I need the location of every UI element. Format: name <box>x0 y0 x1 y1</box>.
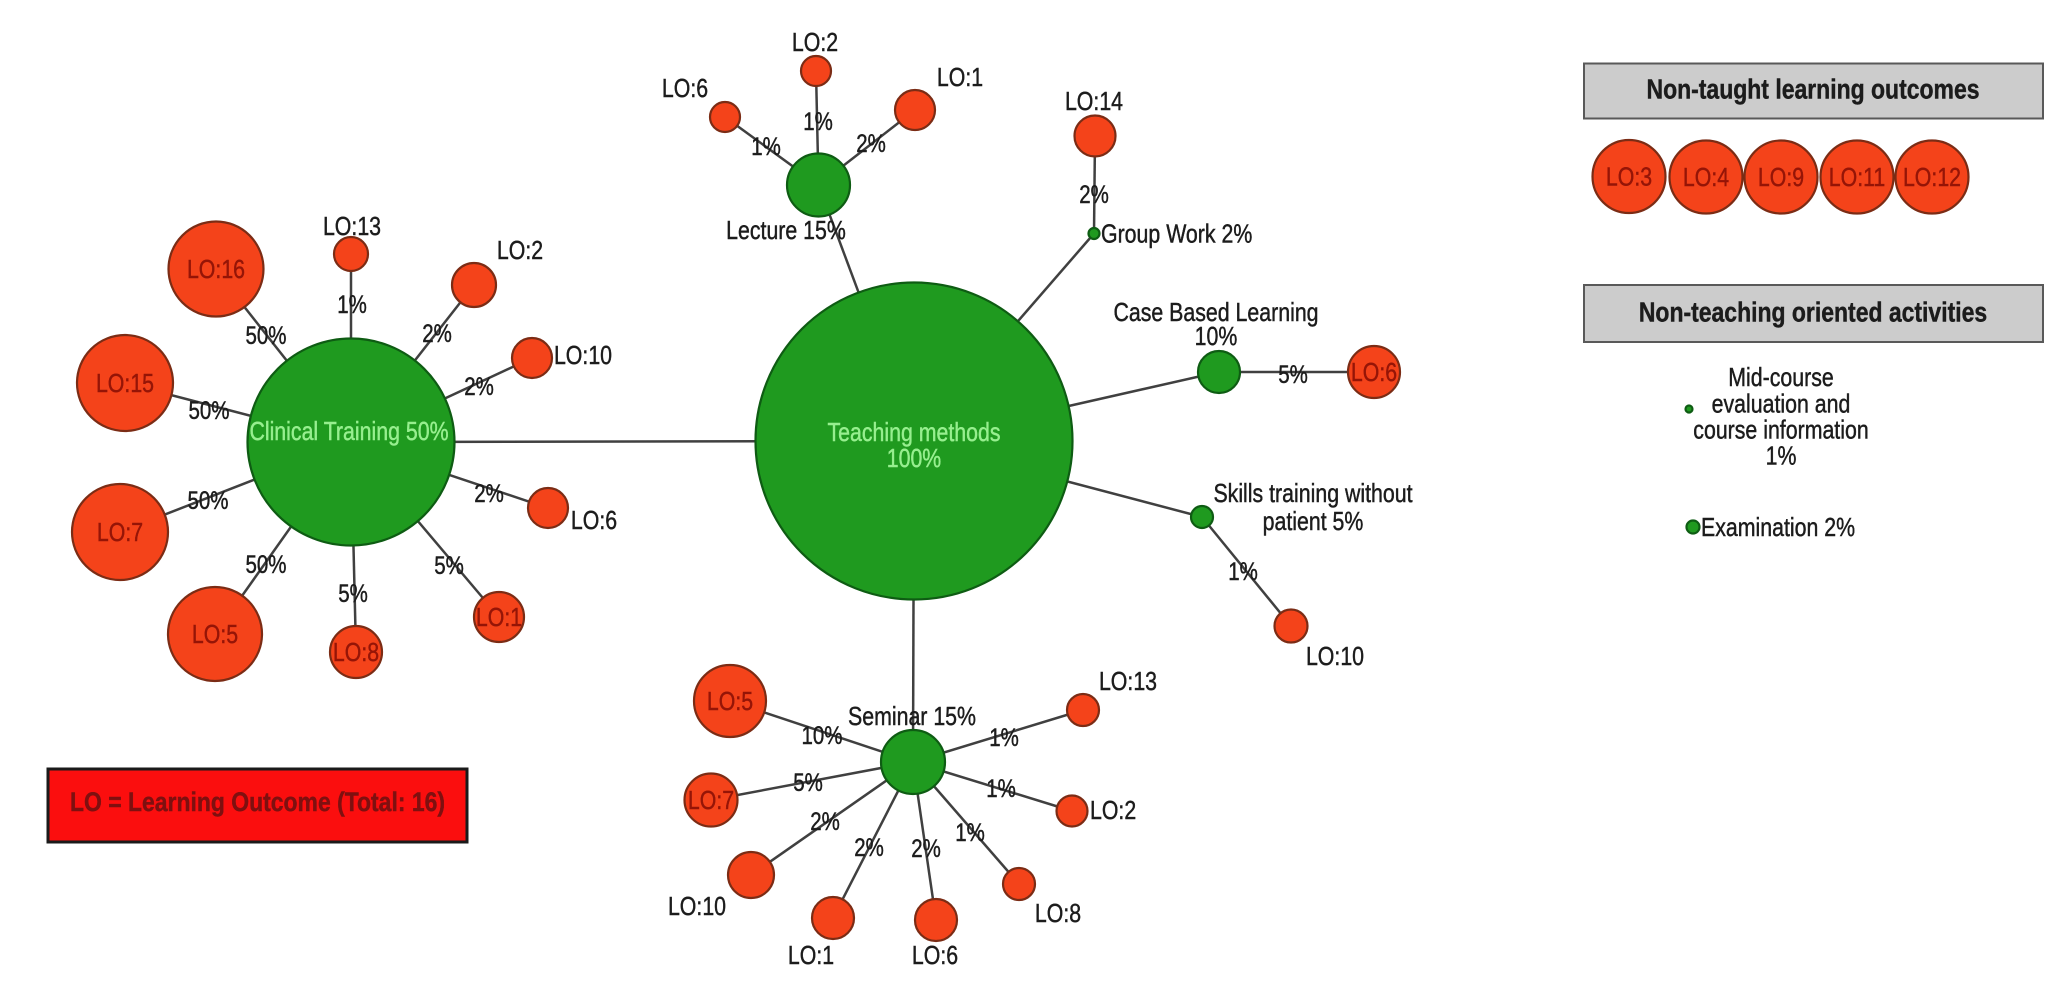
svg-text:LO:5: LO:5 <box>707 686 753 716</box>
svg-text:1%: 1% <box>751 133 781 161</box>
svg-text:2%: 2% <box>464 373 494 401</box>
svg-text:2%: 2% <box>1079 181 1109 209</box>
svg-text:2%: 2% <box>810 808 840 836</box>
svg-text:evaluation and: evaluation and <box>1712 389 1851 419</box>
svg-text:LO:8: LO:8 <box>333 637 379 667</box>
svg-text:5%: 5% <box>338 580 368 608</box>
svg-text:Non-teaching oriented activiti: Non-teaching oriented activities <box>1639 296 1987 327</box>
svg-text:1%: 1% <box>337 291 367 319</box>
svg-text:Teaching methods: Teaching methods <box>828 417 1001 447</box>
svg-text:Lecture 15%: Lecture 15% <box>726 215 846 245</box>
svg-text:LO:1: LO:1 <box>476 602 522 632</box>
svg-text:LO:4: LO:4 <box>1683 162 1729 192</box>
svg-text:LO:10: LO:10 <box>668 891 726 921</box>
svg-text:LO:10: LO:10 <box>1306 641 1364 671</box>
svg-text:1%: 1% <box>1766 441 1797 471</box>
svg-text:50%: 50% <box>189 397 230 425</box>
svg-text:10%: 10% <box>1195 321 1238 351</box>
svg-text:LO:3: LO:3 <box>1606 162 1652 192</box>
svg-text:LO:6: LO:6 <box>1351 357 1397 387</box>
svg-text:50%: 50% <box>246 322 287 350</box>
svg-text:LO:10: LO:10 <box>554 340 612 370</box>
svg-text:5%: 5% <box>434 552 464 580</box>
svg-text:LO:11: LO:11 <box>1829 162 1886 192</box>
svg-text:Case Based Learning: Case Based Learning <box>1113 297 1318 327</box>
svg-text:LO:13: LO:13 <box>1099 666 1157 696</box>
svg-text:LO:6: LO:6 <box>662 73 708 103</box>
svg-text:1%: 1% <box>955 819 985 847</box>
svg-text:1%: 1% <box>989 724 1019 752</box>
svg-text:2%: 2% <box>854 834 884 862</box>
svg-text:LO:7: LO:7 <box>688 785 734 815</box>
svg-text:2%: 2% <box>856 130 886 158</box>
svg-text:LO:2: LO:2 <box>792 27 838 57</box>
svg-text:Clinical Training 50%: Clinical Training 50% <box>249 416 448 446</box>
svg-text:LO:1: LO:1 <box>788 940 834 970</box>
svg-text:50%: 50% <box>188 487 229 515</box>
svg-text:1%: 1% <box>803 108 833 136</box>
svg-text:LO:13: LO:13 <box>323 211 381 241</box>
svg-text:LO:1: LO:1 <box>937 62 983 92</box>
svg-text:LO:2: LO:2 <box>497 235 543 265</box>
svg-text:1%: 1% <box>986 775 1016 803</box>
svg-text:LO:2: LO:2 <box>1090 795 1136 825</box>
svg-text:50%: 50% <box>246 551 287 579</box>
svg-text:LO:9: LO:9 <box>1758 162 1804 192</box>
svg-text:LO:14: LO:14 <box>1065 86 1123 116</box>
svg-text:Mid-course: Mid-course <box>1728 362 1834 392</box>
svg-text:LO:5: LO:5 <box>192 619 238 649</box>
svg-text:2%: 2% <box>422 320 452 348</box>
svg-text:2%: 2% <box>911 835 941 863</box>
svg-text:LO:15: LO:15 <box>96 368 154 398</box>
svg-text:course information: course information <box>1693 415 1868 445</box>
svg-text:Non-taught learning outcomes: Non-taught learning outcomes <box>1647 73 1980 104</box>
svg-text:100%: 100% <box>887 443 942 473</box>
svg-text:Skills training without: Skills training without <box>1213 478 1413 508</box>
svg-text:5%: 5% <box>1278 361 1308 389</box>
svg-text:LO = Learning Outcome (Total:: LO = Learning Outcome (Total: 16) <box>70 787 445 817</box>
svg-text:LO:7: LO:7 <box>97 517 143 547</box>
svg-text:LO:6: LO:6 <box>912 940 958 970</box>
svg-text:LO:6: LO:6 <box>571 505 617 535</box>
svg-text:LO:12: LO:12 <box>1903 162 1961 192</box>
svg-text:Group Work 2%: Group Work 2% <box>1101 219 1252 249</box>
svg-text:5%: 5% <box>793 769 823 797</box>
svg-text:LO:8: LO:8 <box>1035 898 1081 928</box>
svg-text:10%: 10% <box>802 722 843 750</box>
svg-text:2%: 2% <box>474 480 504 508</box>
svg-text:patient 5%: patient 5% <box>1263 506 1364 536</box>
svg-text:Seminar 15%: Seminar 15% <box>848 701 976 731</box>
svg-text:LO:16: LO:16 <box>187 254 245 284</box>
svg-text:Examination 2%: Examination 2% <box>1701 512 1855 542</box>
svg-text:1%: 1% <box>1228 558 1258 586</box>
